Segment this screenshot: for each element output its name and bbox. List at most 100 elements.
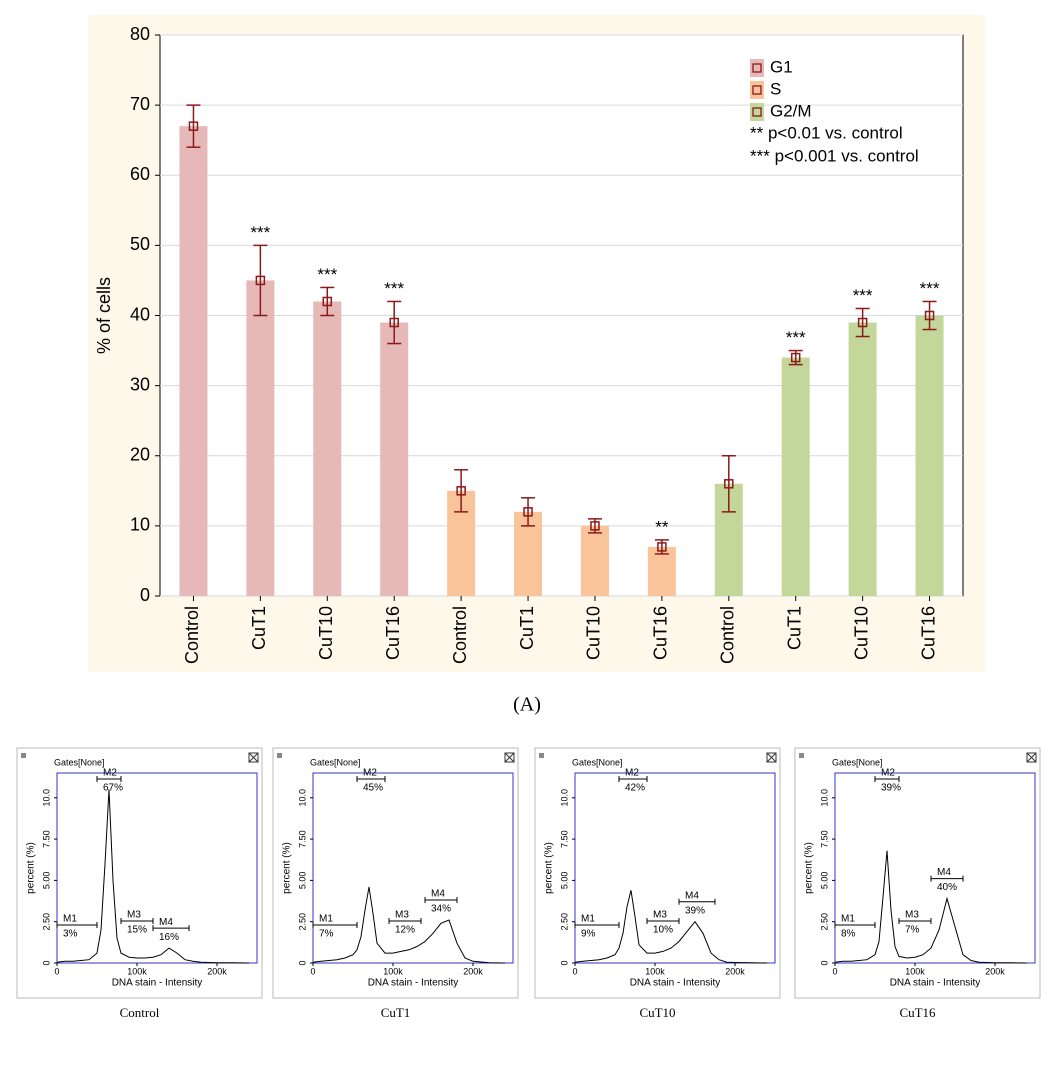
- x-tick-label: Control: [182, 606, 202, 664]
- legend-label: G1: [770, 57, 793, 76]
- panel-icon: [277, 753, 282, 758]
- significance-label: ***: [250, 223, 270, 242]
- gate-name: M2: [625, 768, 639, 779]
- x-tick-label: 200k: [207, 966, 227, 976]
- bar: [380, 322, 409, 596]
- gate-percent: 39%: [881, 783, 901, 794]
- mean-marker: [790, 352, 801, 363]
- x-tick-label: 200k: [725, 966, 745, 976]
- panel-header: Gates[None]: [572, 757, 623, 767]
- gate-percent: 42%: [625, 783, 645, 794]
- histogram-line: [312, 886, 506, 964]
- y-tick-label: 2.50: [41, 913, 51, 931]
- close-icon: [504, 752, 515, 763]
- legend-label: S: [770, 79, 781, 98]
- y-axis-label: percent (%): [282, 842, 293, 894]
- y-tick-label: 5.00: [819, 872, 829, 890]
- bar: [246, 280, 275, 596]
- y-tick-label: 70: [130, 94, 150, 114]
- gate-percent: 67%: [103, 783, 123, 794]
- legend-marker: [752, 107, 762, 117]
- y-tick-label: 0: [297, 960, 307, 965]
- y-tick-label: 5.00: [297, 872, 307, 890]
- plot-frame: [834, 772, 1036, 964]
- gate-name: M2: [881, 768, 895, 779]
- gate-percent: 12%: [395, 925, 415, 936]
- x-tick-label: 200k: [463, 966, 483, 976]
- histogram-line: [56, 789, 250, 964]
- bar: [313, 301, 342, 596]
- bar: [179, 126, 208, 596]
- panel-caption: CuT16: [899, 1005, 936, 1020]
- significance-label: ***: [384, 279, 404, 298]
- plot-frame: [56, 772, 258, 964]
- mean-marker: [456, 486, 466, 496]
- mean-marker: [657, 542, 667, 552]
- x-axis-label: DNA stain - Intensity: [112, 978, 203, 989]
- panel-caption: Control: [120, 1005, 160, 1020]
- error-bar: [922, 300, 937, 331]
- legend-label: G2/M: [770, 101, 812, 120]
- panel: [794, 747, 1041, 999]
- x-tick-label: 100k: [905, 966, 925, 976]
- panel: [16, 747, 263, 999]
- y-tick-label: 30: [130, 374, 150, 394]
- x-tick-label: 100k: [645, 966, 665, 976]
- x-tick-label: CuT10: [584, 606, 604, 660]
- y-tick-label: 20: [130, 445, 150, 465]
- mean-marker: [857, 317, 868, 328]
- legend-swatch: [750, 103, 764, 121]
- legend-swatch: [750, 59, 764, 77]
- legend-note: *** p<0.001 vs. control: [750, 146, 919, 165]
- plot-frame: [574, 772, 776, 964]
- error-bar: [320, 286, 335, 317]
- bar: [848, 322, 877, 596]
- x-tick-label: 100k: [383, 966, 403, 976]
- gate-name: M1: [841, 914, 855, 925]
- mean-marker: [523, 507, 533, 517]
- gate-percent: 16%: [159, 932, 179, 943]
- x-tick-label: CuT16: [383, 606, 403, 660]
- x-tick-label: 100k: [127, 966, 147, 976]
- y-tick-label: 10.0: [297, 789, 307, 807]
- x-tick-label: 0: [832, 966, 837, 976]
- gate-percent: 40%: [937, 882, 957, 893]
- x-tick-label: CuT16: [918, 606, 938, 660]
- gate-percent: 3%: [63, 929, 78, 940]
- bar: [580, 525, 609, 596]
- y-tick-label: 2.50: [819, 913, 829, 931]
- x-axis-label: DNA stain - Intensity: [890, 978, 981, 989]
- error-bar: [253, 244, 268, 317]
- y-tick-label: 7.50: [559, 830, 569, 848]
- x-tick-label: Control: [450, 606, 470, 664]
- bar: [647, 546, 676, 596]
- x-axis-label: DNA stain - Intensity: [368, 978, 459, 989]
- y-tick-label: 50: [130, 234, 150, 254]
- x-tick-label: CuT1: [784, 606, 804, 650]
- mean-marker: [322, 296, 333, 307]
- panel-icon: [21, 753, 26, 758]
- mean-marker: [590, 521, 600, 531]
- x-tick-label: 0: [310, 966, 315, 976]
- panel-caption: CuT1: [381, 1005, 411, 1020]
- panel-header: Gates[None]: [54, 757, 105, 767]
- mean-marker: [924, 310, 935, 321]
- x-tick-label: 200k: [985, 966, 1005, 976]
- histogram-line: [834, 850, 1028, 964]
- y-axis-label: percent (%): [804, 842, 815, 894]
- gate-name: M4: [159, 917, 173, 928]
- gate-name: M4: [937, 867, 951, 878]
- panel-icon: [799, 753, 804, 758]
- gate-name: M3: [653, 910, 667, 921]
- gate-name: M1: [63, 914, 77, 925]
- y-axis-label: % of cells: [94, 277, 114, 354]
- significance-label: ***: [786, 328, 806, 347]
- close-icon: [248, 752, 259, 763]
- error-bar: [387, 300, 402, 345]
- y-tick-label: 10.0: [819, 789, 829, 807]
- panel: [272, 747, 519, 999]
- y-tick-label: 10.0: [559, 789, 569, 807]
- x-tick-label: CuT10: [851, 606, 871, 660]
- gate-percent: 15%: [127, 925, 147, 936]
